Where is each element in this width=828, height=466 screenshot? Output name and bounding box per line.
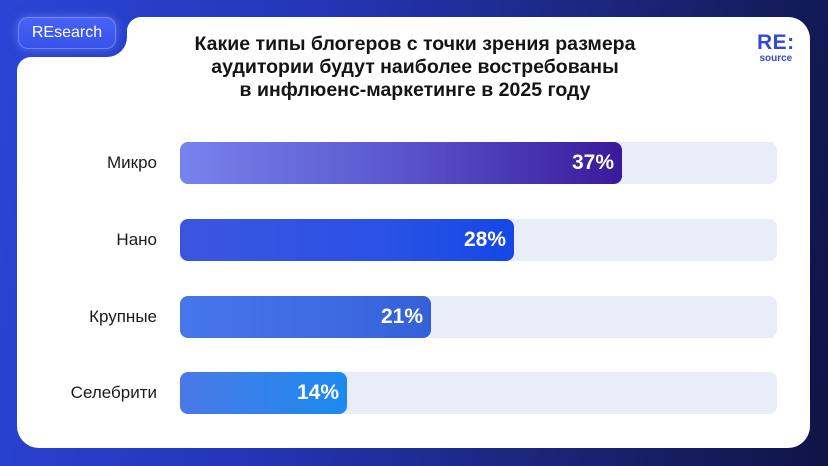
bar-value: 28% xyxy=(463,228,506,251)
card-notch-corner xyxy=(17,57,31,71)
bar-track: 37% xyxy=(180,142,777,184)
title-line-3: в инфлюенс-маркетинге в 2025 году xyxy=(239,79,591,101)
bar-value: 37% xyxy=(571,151,614,174)
bar-micro: 37% xyxy=(180,142,622,184)
logo-bottom: source xyxy=(759,53,793,64)
title-line-2: аудитории будут наиболее востребованы xyxy=(211,56,619,78)
bar-label: Нано xyxy=(116,230,157,249)
bar-value: 14% xyxy=(296,381,339,404)
chart-title: Какие типы блогеров с точки зрения разме… xyxy=(150,33,680,102)
bar-nano: 28% xyxy=(180,219,514,261)
bar-track: 21% xyxy=(180,296,777,338)
logo-top: RE: xyxy=(757,31,795,54)
bar-label: Микро xyxy=(106,153,157,172)
bar-row-nano: Нано 28% xyxy=(0,219,828,261)
resource-logo: RE: source xyxy=(757,31,795,64)
title-line-1: Какие типы блогеров с точки зрения разме… xyxy=(194,33,636,55)
bar-track: 14% xyxy=(180,372,777,414)
bar-label: Крупные xyxy=(89,307,157,326)
bar-row-celebrity: Селебрити 14% xyxy=(0,372,828,414)
research-badge: REsearch xyxy=(18,17,116,49)
bar-large: 21% xyxy=(180,296,431,338)
bar-row-micro: Микро 37% xyxy=(0,142,828,184)
bar-track: 28% xyxy=(180,219,777,261)
card-notch-corner xyxy=(127,17,141,31)
bar-row-large: Крупные 21% xyxy=(0,296,828,338)
bar-value: 21% xyxy=(380,305,423,328)
bar-celebrity: 14% xyxy=(180,372,347,414)
bar-label: Селебрити xyxy=(70,383,157,402)
